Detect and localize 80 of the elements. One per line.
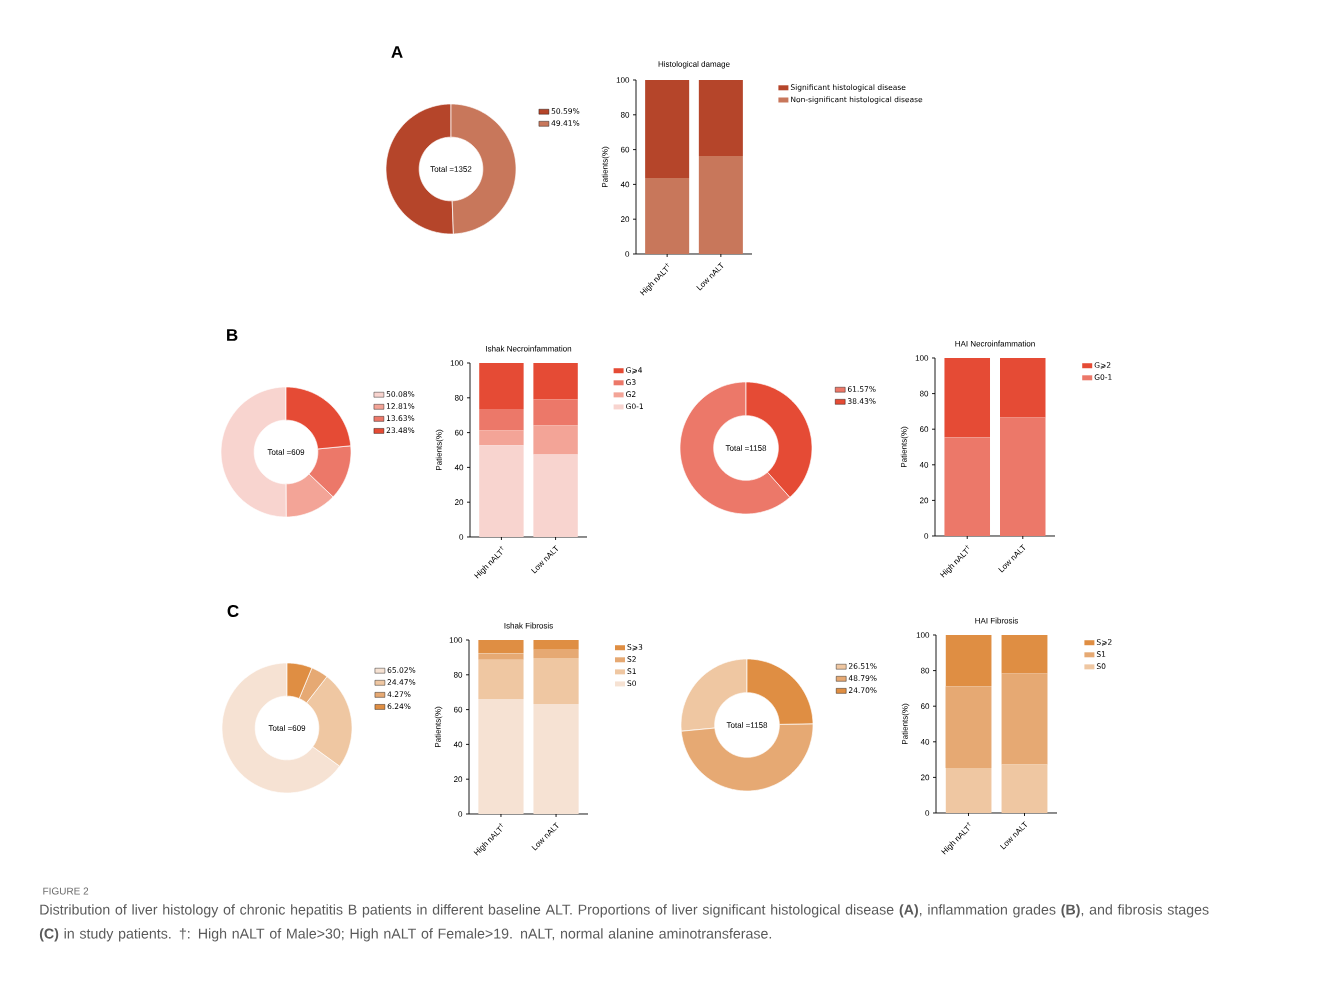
y-tick-label: 0 bbox=[924, 533, 929, 539]
chart-title: HAI Necroinfammation bbox=[955, 340, 1035, 347]
y-tick-label: 20 bbox=[920, 774, 930, 781]
bar bbox=[533, 640, 579, 650]
bar bbox=[478, 653, 524, 660]
chart-title: A bbox=[391, 46, 403, 58]
y-tick-label: 40 bbox=[620, 181, 630, 188]
y-tick-label: 100 bbox=[449, 637, 463, 643]
y-tick-label: 60 bbox=[920, 703, 930, 710]
bar bbox=[533, 704, 579, 814]
bar bbox=[478, 698, 524, 814]
y-tick-label: 60 bbox=[453, 706, 463, 713]
bar bbox=[944, 437, 991, 536]
bar bbox=[479, 445, 524, 537]
y-tick-label: 40 bbox=[920, 738, 930, 745]
y-tick-label: 0 bbox=[458, 811, 463, 817]
y-tick-label: 80 bbox=[919, 390, 929, 397]
y-tick-label: 80 bbox=[920, 667, 930, 674]
bar bbox=[1001, 635, 1048, 674]
bar bbox=[533, 399, 578, 426]
y-tick-label: 100 bbox=[915, 355, 929, 361]
y-axis-title: Patients(%) bbox=[434, 706, 443, 748]
y-tick-label: 20 bbox=[620, 216, 630, 223]
y-tick-label: 0 bbox=[925, 810, 930, 816]
y-tick-label: 0 bbox=[625, 251, 630, 257]
y-tick-label: 60 bbox=[620, 146, 630, 153]
y-tick-label: 60 bbox=[919, 426, 929, 433]
y-tick-label: 80 bbox=[454, 394, 464, 401]
bar bbox=[533, 425, 578, 455]
y-tick-label: 0 bbox=[459, 534, 464, 540]
bar bbox=[944, 358, 991, 438]
text: Total =1352 bbox=[430, 166, 472, 172]
bar bbox=[645, 80, 690, 178]
caption: FIGURE 2 bbox=[43, 887, 89, 895]
bar bbox=[1000, 358, 1046, 418]
bar bbox=[1001, 764, 1048, 813]
bar bbox=[945, 767, 992, 813]
y-tick-label: 20 bbox=[454, 499, 464, 506]
bar bbox=[698, 156, 743, 254]
text: Total =1158 bbox=[725, 445, 767, 451]
y-tick-label: 80 bbox=[453, 671, 463, 678]
chart-title: Histological damage bbox=[658, 61, 730, 69]
bar bbox=[479, 408, 524, 431]
chart-title: HAI Fibrosis bbox=[975, 617, 1018, 624]
y-tick-label: 40 bbox=[453, 741, 463, 748]
y-axis-title: Patients(%) bbox=[901, 703, 910, 745]
y-tick-label: 100 bbox=[916, 632, 930, 638]
bar bbox=[945, 635, 992, 687]
bar bbox=[479, 430, 524, 446]
y-tick-label: 20 bbox=[919, 497, 929, 504]
chart-title: C bbox=[227, 604, 239, 618]
bar bbox=[533, 657, 579, 705]
text: Total =609 bbox=[267, 449, 305, 455]
bar bbox=[698, 80, 743, 157]
y-axis-title: Patients(%) bbox=[900, 426, 909, 468]
bar bbox=[945, 686, 992, 768]
y-axis-title: Patients(%) bbox=[435, 429, 444, 471]
y-tick-label: 40 bbox=[919, 461, 929, 468]
y-axis-title: Patients(%) bbox=[601, 146, 610, 188]
bar bbox=[533, 454, 578, 537]
y-tick-label: 100 bbox=[616, 77, 630, 83]
bar bbox=[1001, 673, 1048, 765]
bar bbox=[645, 177, 690, 254]
text: Total =609 bbox=[268, 725, 306, 731]
bar bbox=[533, 363, 578, 400]
y-tick-label: 100 bbox=[450, 360, 464, 366]
chart-title: Ishak Necroinfammation bbox=[486, 345, 572, 352]
bar bbox=[478, 659, 524, 699]
y-tick-label: 20 bbox=[453, 776, 463, 783]
bar bbox=[479, 363, 524, 409]
y-tick-label: 80 bbox=[620, 111, 630, 118]
text: Distribution of liver histology of chronic hepatitis B patients in different baseline ALT. Proportions of liver significant histological disease (A), inflammation grades (B), and fibrosis stages (C) in study patients. †: High nALT of Male>30; High nALT of Female>19. nALT, normal alanine aminotransferase. bbox=[39, 904, 1209, 942]
bar bbox=[533, 649, 579, 658]
bar bbox=[478, 640, 524, 654]
bar bbox=[1000, 417, 1046, 536]
y-tick-label: 60 bbox=[454, 429, 464, 436]
chart-title: Ishak Fibrosis bbox=[504, 622, 553, 629]
text: Total =1158 bbox=[726, 722, 768, 728]
y-tick-label: 40 bbox=[454, 464, 464, 471]
chart-title: B bbox=[227, 329, 238, 341]
